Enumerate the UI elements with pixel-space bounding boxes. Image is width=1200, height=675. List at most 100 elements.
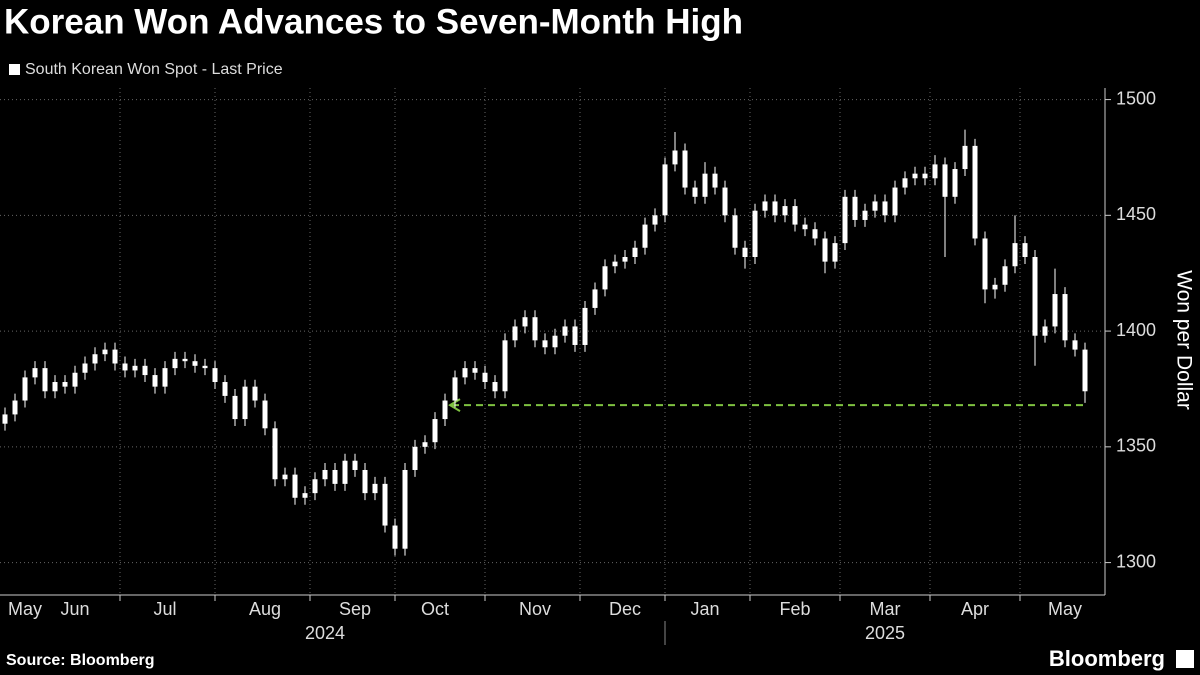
candle-body — [12, 400, 18, 415]
candle-body — [802, 224, 808, 230]
candle-body — [412, 446, 418, 470]
year-label: 2025 — [865, 623, 905, 643]
candle-body — [1082, 349, 1088, 392]
candle-body — [862, 210, 868, 220]
candle-body — [762, 201, 768, 211]
candle-body — [132, 365, 138, 371]
candle-body — [492, 382, 498, 392]
x-tick-label: Mar — [870, 599, 901, 619]
candle-body — [992, 284, 998, 290]
candle-body — [322, 469, 328, 480]
candle-body — [592, 289, 598, 308]
source: Source: Bloomberg — [6, 652, 154, 669]
candle-body — [1052, 294, 1058, 327]
candle-body — [422, 442, 428, 447]
candle-body — [192, 361, 198, 366]
brand: Bloomberg — [1049, 646, 1165, 671]
y-tick-label: 1500 — [1116, 88, 1156, 108]
candle-body — [462, 368, 468, 378]
candle-body — [872, 201, 878, 211]
candle-body — [612, 261, 618, 267]
candle-body — [482, 372, 488, 383]
candle-body — [962, 145, 968, 170]
y-tick-label: 1450 — [1116, 204, 1156, 224]
candle-body — [532, 317, 538, 341]
candle-body — [162, 368, 168, 387]
candle-body — [82, 363, 88, 373]
candle-body — [432, 419, 438, 443]
candle-body — [832, 243, 838, 262]
year-label: 2024 — [305, 623, 345, 643]
candle-body — [202, 365, 208, 369]
candle-body — [332, 469, 338, 484]
candle-body — [502, 340, 508, 392]
candle-body — [852, 196, 858, 220]
reference-arrow — [448, 398, 461, 413]
candle-body — [62, 382, 68, 387]
candle-body — [1032, 257, 1038, 336]
legend-swatch — [9, 64, 20, 75]
candle-body — [672, 150, 678, 165]
candle-body — [692, 187, 698, 197]
x-tick-label: May — [1048, 599, 1082, 619]
candle-body — [782, 206, 788, 216]
candle-body — [732, 215, 738, 248]
candle-body — [652, 215, 658, 225]
candle-body — [952, 169, 958, 197]
candle-body — [212, 368, 218, 383]
x-tick-label: Aug — [249, 599, 281, 619]
candle-body — [1062, 294, 1068, 341]
y-axis-label: Won per Dollar — [1172, 270, 1195, 410]
x-tick-label: Sep — [339, 599, 371, 619]
candle-body — [512, 326, 518, 341]
candle-body — [352, 460, 358, 470]
candle-body — [822, 238, 828, 262]
candle-body — [1012, 243, 1018, 267]
candle-body — [522, 317, 528, 327]
candle-body — [662, 164, 668, 216]
candle-body — [102, 349, 108, 355]
candle-body — [312, 479, 318, 494]
candle-body — [622, 257, 628, 262]
candle-body — [1022, 243, 1028, 257]
candle-body — [32, 368, 38, 378]
candle-body — [632, 247, 638, 257]
candle-body — [982, 238, 988, 290]
candle-body — [22, 377, 28, 401]
candle-body — [232, 395, 238, 420]
candle-body — [712, 173, 718, 188]
candle-body — [72, 372, 78, 387]
legend-label: South Korean Won Spot - Last Price — [25, 61, 283, 78]
x-tick-label: May — [8, 599, 42, 619]
candle-body — [542, 340, 548, 348]
candle-body — [602, 266, 608, 290]
candle-body — [892, 187, 898, 216]
candle-body — [742, 247, 748, 257]
x-tick-label: Oct — [421, 599, 449, 619]
candle-body — [402, 469, 408, 549]
candle-body — [792, 206, 798, 225]
candle-body — [382, 483, 388, 526]
candle-body — [562, 326, 568, 336]
candle-body — [582, 307, 588, 345]
candle-body — [942, 164, 948, 197]
candle-body — [1042, 326, 1048, 336]
x-tick-label: Dec — [609, 599, 641, 619]
candle-body — [442, 400, 448, 420]
candle-body — [722, 187, 728, 216]
candle-body — [392, 525, 398, 549]
x-tick-label: Apr — [961, 599, 989, 619]
candle-body — [752, 210, 758, 257]
candle-body — [222, 382, 228, 396]
candle-body — [452, 377, 458, 401]
candle-body — [682, 150, 688, 188]
candle-body — [42, 368, 48, 392]
x-tick-label: Jun — [60, 599, 89, 619]
candle-body — [262, 400, 268, 429]
candle-body — [972, 145, 978, 239]
y-tick-label: 1350 — [1116, 436, 1156, 456]
candle-body — [242, 386, 248, 420]
candle-body — [842, 196, 848, 244]
